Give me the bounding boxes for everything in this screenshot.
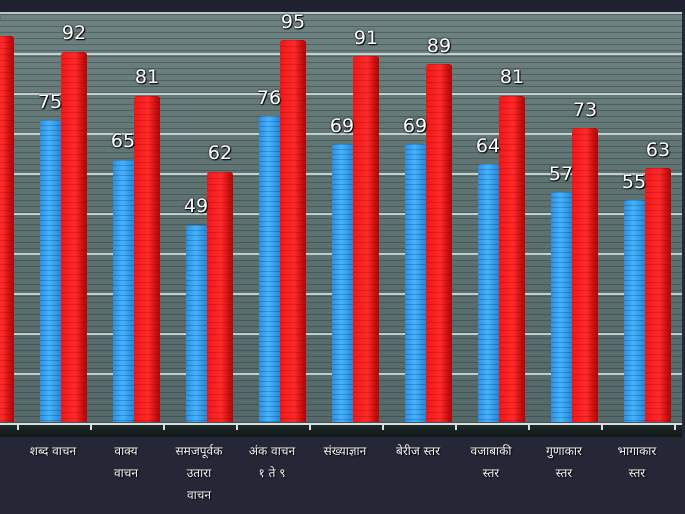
x-tick xyxy=(163,425,165,430)
bar-after-gunakar-star xyxy=(572,128,598,422)
bar-before-vakya-vachan xyxy=(113,160,134,422)
x-tick xyxy=(90,425,92,430)
value-label: 69 xyxy=(329,115,355,137)
bar-before-berij-star xyxy=(405,144,426,422)
chart-floor xyxy=(0,424,682,437)
bar-after-sankhyadnyan xyxy=(353,56,379,422)
value-label: 69 xyxy=(402,115,428,137)
top-band xyxy=(0,0,685,12)
bar-before-shabd-vachan xyxy=(40,120,61,422)
gridline xyxy=(0,93,682,95)
bar-before-samajpurvak xyxy=(186,225,207,422)
category-line: समजपूर्वक xyxy=(175,444,223,458)
bar-after-bhagakar-star xyxy=(645,168,671,422)
value-label: 81 xyxy=(134,66,160,88)
value-label: 62 xyxy=(207,142,233,164)
x-tick xyxy=(17,425,19,430)
category-line: अंक वाचन xyxy=(248,444,296,458)
bar-before-gunakar-star xyxy=(551,192,572,422)
value-label: 76 xyxy=(256,87,282,109)
category-label-ank-vachan: अंक वाचन १ ते ९ xyxy=(234,440,310,484)
category-line: बेरीज स्तर xyxy=(395,444,440,458)
value-label: 91 xyxy=(353,27,379,49)
value-label: 63 xyxy=(645,139,671,161)
bar-after-berij-star xyxy=(426,64,452,422)
category-line: भागाकार xyxy=(617,444,657,458)
value-label: 95 xyxy=(280,11,306,33)
value-label: 75 xyxy=(37,91,63,113)
category-label-vakya-vachan: वाक्य वाचन xyxy=(88,440,164,484)
bar-before-bhagakar-star xyxy=(624,200,645,422)
category-line: स्तर xyxy=(482,466,500,480)
gridline xyxy=(0,133,682,135)
value-label: 89 xyxy=(426,35,452,57)
value-label: 55 xyxy=(621,171,647,193)
value-label: 49 xyxy=(183,195,209,217)
value-label: 73 xyxy=(572,99,598,121)
x-tick xyxy=(528,425,530,430)
category-line: वाचन xyxy=(186,488,212,502)
category-line: स्तर xyxy=(555,466,573,480)
category-label-berij-star: बेरीज स्तर xyxy=(380,440,456,462)
category-label-shabd-vachan: शब्द वाचन xyxy=(15,440,91,462)
x-tick xyxy=(455,425,457,430)
bar-after-samajpurvak xyxy=(207,172,233,422)
bar-after-shabd-vachan xyxy=(61,52,87,422)
bar-before-vajabaki-star xyxy=(478,164,499,422)
category-line: शब्द वाचन xyxy=(29,444,77,458)
value-label: 64 xyxy=(475,135,501,157)
category-line: संख्याज्ञान xyxy=(323,444,367,458)
category-line: स्तर xyxy=(628,466,646,480)
x-tick xyxy=(674,425,676,430)
value-label: 92 xyxy=(61,22,87,44)
category-label-vajabaki-star: वजाबाकी स्तर xyxy=(453,440,529,484)
bar-before-ank-vachan xyxy=(259,116,280,422)
x-tick xyxy=(309,425,311,430)
category-line: वाचन xyxy=(113,466,139,480)
value-label: 81 xyxy=(499,66,525,88)
bar-before-sankhyadnyan xyxy=(332,144,353,422)
category-label-samajpurvak: समजपूर्वक उतारा वाचन xyxy=(161,440,237,506)
category-label-bhagakar-star: भागाकार स्तर xyxy=(599,440,675,484)
x-tick xyxy=(601,425,603,430)
category-label-gunakar-star: गुणाकार स्तर xyxy=(526,440,602,484)
category-label-sankhyadnyan: संख्याज्ञान xyxy=(307,440,383,462)
bar-after-ank-vachan xyxy=(280,40,306,422)
value-label: 6 xyxy=(0,5,14,25)
category-line: वाक्य xyxy=(114,444,138,458)
bar-after-vakya-vachan xyxy=(134,96,160,422)
x-tick xyxy=(382,425,384,430)
x-axis xyxy=(0,423,682,425)
bar-after-group-0 xyxy=(0,36,14,422)
gridline xyxy=(0,53,682,55)
category-line: १ ते ९ xyxy=(258,466,286,480)
category-line: उतारा xyxy=(186,466,212,480)
x-tick xyxy=(236,425,238,430)
category-line: वजाबाकी xyxy=(470,444,512,458)
category-line: गुणाकार xyxy=(546,444,582,458)
value-label: 57 xyxy=(548,163,574,185)
bar-after-vajabaki-star xyxy=(499,96,525,422)
value-label: 65 xyxy=(110,130,136,152)
